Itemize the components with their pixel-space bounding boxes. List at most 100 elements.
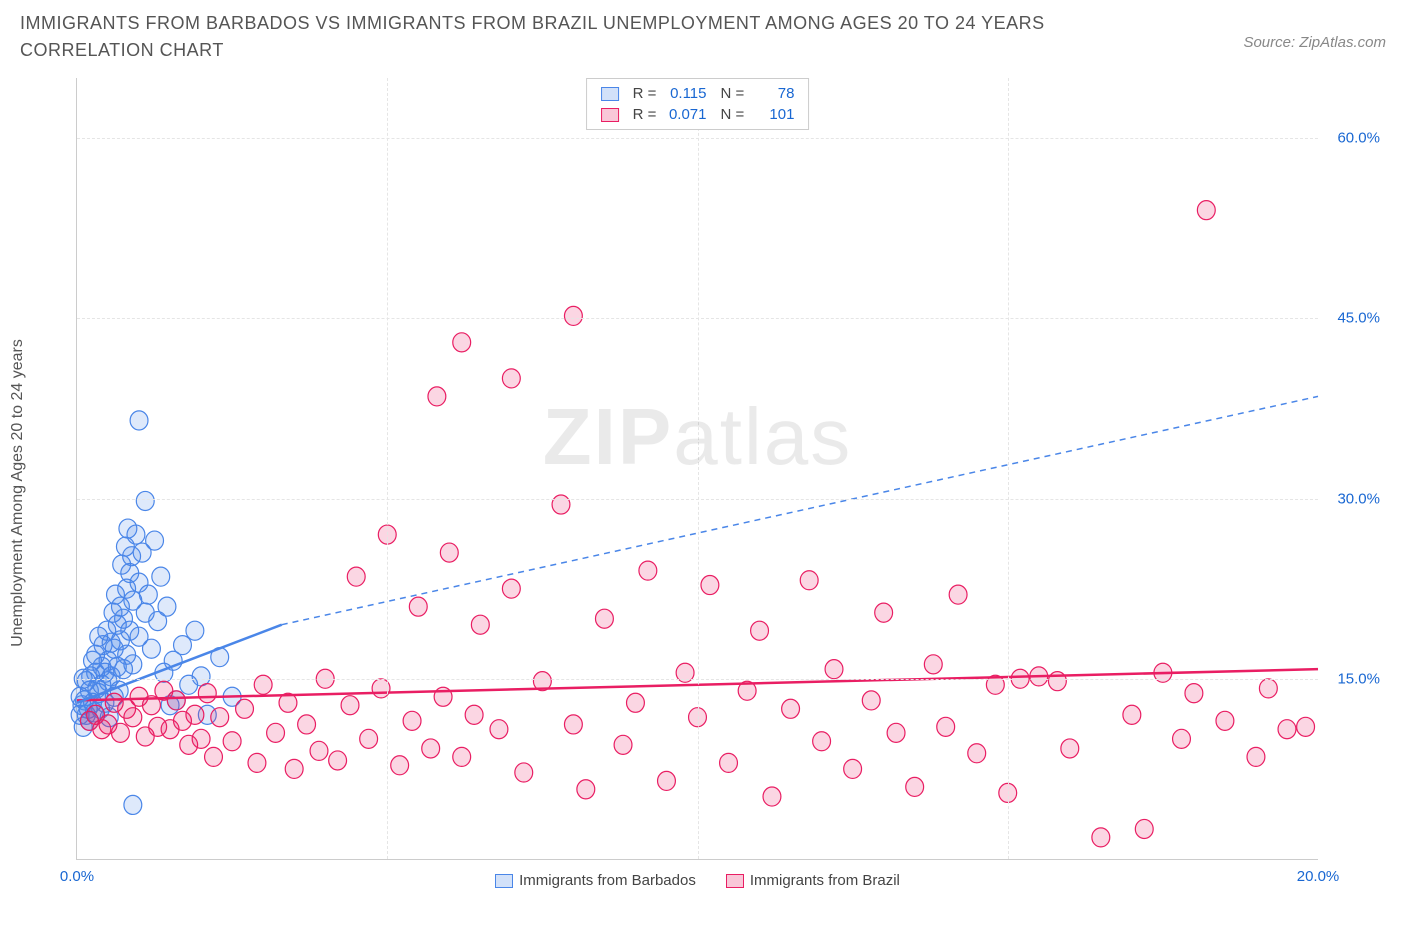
- data-point: [490, 720, 508, 739]
- data-point: [564, 306, 582, 325]
- data-point: [968, 744, 986, 763]
- data-point: [1135, 819, 1153, 838]
- data-point: [174, 636, 192, 655]
- data-point: [111, 723, 129, 742]
- data-point: [782, 699, 800, 718]
- data-point: [143, 639, 161, 658]
- data-point: [192, 729, 210, 748]
- n-value-barbados: 78: [748, 85, 794, 102]
- data-point: [186, 621, 204, 640]
- legend-item-brazil: Immigrants from Brazil: [726, 872, 900, 889]
- data-point: [236, 699, 254, 718]
- data-point: [192, 667, 210, 686]
- scatter-chart: Unemployment Among Ages 20 to 24 years R…: [48, 78, 1388, 890]
- data-point: [1259, 679, 1277, 698]
- data-point: [139, 585, 157, 604]
- data-point: [564, 715, 582, 734]
- swatch-brazil: [601, 108, 619, 122]
- data-point: [130, 411, 148, 430]
- data-point: [1185, 684, 1203, 703]
- data-point: [285, 759, 303, 778]
- data-point: [937, 717, 955, 736]
- y-axis-label: Unemployment Among Ages 20 to 24 years: [9, 339, 27, 647]
- legend-row-brazil: R = 0.071 N = 101: [601, 104, 795, 125]
- data-point: [124, 795, 142, 814]
- data-point: [158, 597, 176, 616]
- data-point: [800, 571, 818, 590]
- chart-title: IMMIGRANTS FROM BARBADOS VS IMMIGRANTS F…: [20, 10, 1120, 64]
- data-point: [310, 741, 328, 760]
- data-point: [906, 777, 924, 796]
- n-value-brazil: 101: [748, 106, 794, 123]
- r-value-barbados: 0.115: [661, 85, 707, 102]
- y-tick-label: 60.0%: [1337, 130, 1380, 147]
- data-point: [627, 693, 645, 712]
- data-point: [825, 660, 843, 679]
- data-point: [1247, 747, 1265, 766]
- y-tick-label: 15.0%: [1337, 670, 1380, 687]
- data-point: [211, 708, 229, 727]
- data-point: [1092, 828, 1110, 847]
- data-point: [887, 723, 905, 742]
- data-point: [453, 333, 471, 352]
- data-point: [502, 369, 520, 388]
- data-point: [924, 655, 942, 674]
- data-point: [428, 387, 446, 406]
- data-point: [1123, 705, 1141, 724]
- data-point: [471, 615, 489, 634]
- data-point: [223, 732, 241, 751]
- data-point: [1297, 717, 1315, 736]
- data-point: [751, 621, 769, 640]
- swatch-icon: [726, 874, 744, 888]
- data-point: [422, 739, 440, 758]
- y-tick-label: 45.0%: [1337, 310, 1380, 327]
- data-point: [875, 603, 893, 622]
- legend-label-brazil: Immigrants from Brazil: [750, 872, 900, 889]
- data-point: [152, 567, 170, 586]
- data-point: [949, 585, 967, 604]
- data-point: [595, 609, 613, 628]
- data-point: [186, 705, 204, 724]
- data-point: [720, 753, 738, 772]
- data-point: [205, 747, 223, 766]
- data-point: [329, 751, 347, 770]
- data-point: [127, 525, 145, 544]
- data-point: [515, 763, 533, 782]
- legend-row-barbados: R = 0.115 N = 78: [601, 83, 795, 104]
- data-point: [124, 655, 142, 674]
- data-point: [167, 691, 185, 710]
- data-point: [248, 753, 266, 772]
- data-point: [465, 705, 483, 724]
- data-point: [614, 735, 632, 754]
- x-tick-label: 20.0%: [1297, 868, 1340, 885]
- data-point: [639, 561, 657, 580]
- data-point: [1061, 739, 1079, 758]
- data-point: [298, 715, 316, 734]
- data-point: [403, 711, 421, 730]
- data-point: [701, 576, 719, 595]
- data-point: [763, 787, 781, 806]
- data-point: [341, 696, 359, 715]
- data-point: [409, 597, 427, 616]
- data-point: [862, 691, 880, 710]
- series-legend: Immigrants from Barbados Immigrants from…: [77, 872, 1318, 889]
- source-attribution: Source: ZipAtlas.com: [1243, 10, 1386, 51]
- data-point: [347, 567, 365, 586]
- x-tick-label: 0.0%: [60, 868, 94, 885]
- data-point: [198, 684, 216, 703]
- swatch-icon: [495, 874, 513, 888]
- data-point: [136, 491, 154, 510]
- legend-item-barbados: Immigrants from Barbados: [495, 872, 696, 889]
- r-value-brazil: 0.071: [661, 106, 707, 123]
- plot-area: R = 0.115 N = 78 R = 0.071 N = 101 ZIPat…: [76, 78, 1318, 860]
- data-point: [502, 579, 520, 598]
- data-point: [1216, 711, 1234, 730]
- swatch-barbados: [601, 87, 619, 101]
- data-point: [453, 747, 471, 766]
- data-point: [1173, 729, 1191, 748]
- data-point: [267, 723, 285, 742]
- data-point: [844, 759, 862, 778]
- data-point: [391, 756, 409, 775]
- y-tick-label: 30.0%: [1337, 490, 1380, 507]
- legend-label-barbados: Immigrants from Barbados: [519, 872, 696, 889]
